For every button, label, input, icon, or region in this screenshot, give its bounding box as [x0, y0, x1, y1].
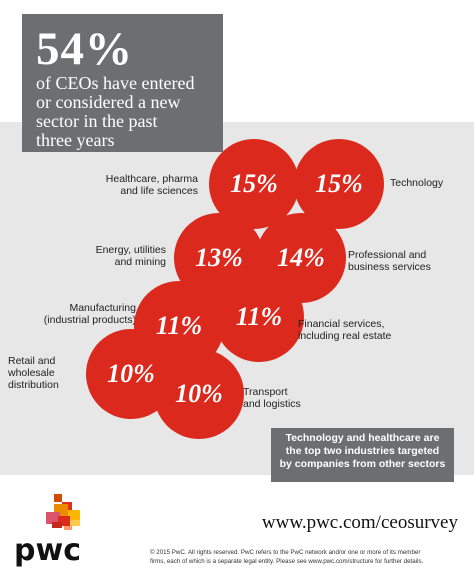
label-professional: Professional and business services [348, 249, 464, 273]
headline-text: of CEOs have entered or considered a new… [36, 74, 211, 150]
label-retail: Retail and wholesale distribution [8, 355, 98, 391]
label-line: (industrial products) [43, 314, 136, 326]
callout-box: Technology and healthcare are the top tw… [271, 428, 454, 482]
label-financial: Financial services, including real estat… [298, 318, 418, 342]
label-line: business services [348, 261, 431, 273]
label-technology: Technology [390, 177, 470, 189]
pwc-logo: pwc [12, 492, 112, 568]
label-transport: Transport and logistics [243, 386, 343, 410]
headline-line: or considered a new [36, 92, 181, 112]
pwc-logo-mark: pwc [14, 494, 81, 568]
label-line: Technology [390, 177, 444, 189]
label-line: Retail and [8, 355, 56, 367]
circle-financial: 11% [214, 272, 304, 362]
headline-stat: 54% [36, 23, 133, 75]
callout-line: by companies from other sectors [279, 458, 446, 470]
label-line: and life sciences [120, 185, 198, 197]
callout-line: the top two industries targeted [285, 445, 440, 457]
circle-transport: 10% [154, 349, 244, 439]
copyright-line: © 2015 PwC. All rights reserved. PwC ref… [150, 549, 421, 556]
copyright-text: © 2015 PwC. All rights reserved. PwC ref… [150, 548, 460, 566]
logo-wordmark: pwc [14, 533, 81, 567]
headline-line: three years [36, 130, 115, 150]
label-line: wholesale [8, 367, 55, 379]
label-line: Energy, utilities [95, 244, 166, 256]
survey-link[interactable]: www.pwc.com/ceosurvey [261, 512, 458, 533]
label-line: distribution [8, 379, 59, 391]
copyright-line: firms, each of which is a separate legal… [150, 558, 424, 565]
label-line: Healthcare, pharma [105, 173, 198, 185]
label-line: Financial services, [298, 318, 385, 330]
headline-line: of CEOs have entered [36, 73, 195, 93]
headline-box: 54% of CEOs have entered or considered a… [22, 14, 223, 152]
headline-line: sector in the past [36, 111, 158, 131]
label-line: Transport [243, 386, 288, 398]
label-line: and logistics [243, 398, 301, 410]
label-line: Manufacturing [69, 302, 136, 314]
label-line: including real estate [298, 330, 392, 342]
label-energy: Energy, utilities and mining [50, 244, 166, 268]
label-healthcare: Healthcare, pharma and life sciences [82, 173, 198, 197]
label-manufacturing: Manufacturing (industrial products) [20, 302, 136, 326]
callout-line: Technology and healthcare are [285, 432, 440, 444]
label-line: and mining [114, 256, 166, 268]
label-line: Professional and [348, 249, 427, 261]
